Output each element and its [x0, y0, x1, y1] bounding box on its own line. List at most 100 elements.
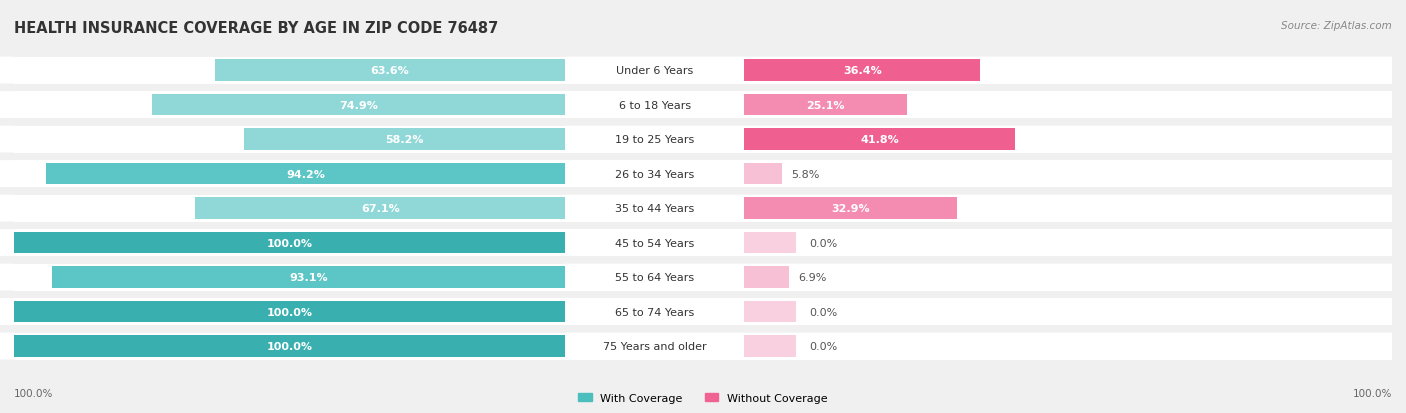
FancyBboxPatch shape	[744, 333, 1392, 360]
Legend: With Coverage, Without Coverage: With Coverage, Without Coverage	[574, 389, 832, 408]
Text: HEALTH INSURANCE COVERAGE BY AGE IN ZIP CODE 76487: HEALTH INSURANCE COVERAGE BY AGE IN ZIP …	[14, 21, 498, 36]
Text: 25.1%: 25.1%	[807, 100, 845, 110]
Text: 36.4%: 36.4%	[842, 66, 882, 76]
Text: 55 to 64 Years: 55 to 64 Years	[616, 273, 695, 282]
Text: 75 Years and older: 75 Years and older	[603, 341, 707, 351]
Bar	[565, 161, 744, 188]
Text: 93.1%: 93.1%	[290, 273, 328, 282]
Bar	[14, 57, 565, 84]
Bar	[14, 126, 565, 153]
FancyBboxPatch shape	[0, 57, 14, 84]
Bar	[14, 230, 565, 256]
FancyBboxPatch shape	[565, 230, 744, 256]
Bar	[565, 230, 744, 256]
FancyBboxPatch shape	[744, 92, 1392, 119]
Text: 58.2%: 58.2%	[385, 135, 425, 145]
Bar	[565, 57, 744, 84]
Text: 67.1%: 67.1%	[361, 204, 399, 214]
Text: 6 to 18 Years: 6 to 18 Years	[619, 100, 690, 110]
Bar	[744, 164, 782, 185]
FancyBboxPatch shape	[0, 298, 14, 325]
Text: 74.9%: 74.9%	[339, 100, 378, 110]
FancyBboxPatch shape	[565, 126, 744, 153]
Bar	[195, 198, 565, 219]
FancyBboxPatch shape	[565, 57, 744, 84]
Bar	[744, 230, 1392, 256]
Bar	[565, 298, 744, 325]
FancyBboxPatch shape	[744, 264, 1392, 291]
Text: 41.8%: 41.8%	[860, 135, 898, 145]
FancyBboxPatch shape	[0, 230, 14, 256]
Text: Source: ZipAtlas.com: Source: ZipAtlas.com	[1281, 21, 1392, 31]
FancyBboxPatch shape	[565, 161, 744, 188]
Bar	[744, 126, 1392, 153]
Bar	[14, 264, 565, 291]
Bar	[744, 232, 796, 254]
FancyBboxPatch shape	[744, 161, 1392, 188]
Bar	[565, 264, 744, 291]
Bar	[245, 129, 565, 150]
FancyBboxPatch shape	[565, 298, 744, 325]
Text: 0.0%: 0.0%	[808, 238, 838, 248]
Bar	[744, 57, 1392, 84]
Text: 6.9%: 6.9%	[799, 273, 827, 282]
Bar	[52, 267, 565, 288]
FancyBboxPatch shape	[744, 230, 1392, 256]
Bar	[744, 92, 1392, 119]
Bar	[744, 95, 907, 116]
Bar	[14, 161, 565, 188]
Text: 63.6%: 63.6%	[371, 66, 409, 76]
Bar	[744, 60, 980, 82]
Bar	[744, 298, 1392, 325]
Text: 100.0%: 100.0%	[267, 238, 312, 248]
Text: Under 6 Years: Under 6 Years	[616, 66, 693, 76]
Bar	[14, 333, 565, 360]
Bar	[565, 333, 744, 360]
Text: 100.0%: 100.0%	[267, 341, 312, 351]
Bar	[14, 232, 565, 254]
FancyBboxPatch shape	[0, 92, 14, 119]
FancyBboxPatch shape	[565, 92, 744, 119]
FancyBboxPatch shape	[744, 298, 1392, 325]
Bar	[744, 195, 1392, 222]
Text: 65 to 74 Years: 65 to 74 Years	[616, 307, 695, 317]
Text: 26 to 34 Years: 26 to 34 Years	[616, 169, 695, 179]
Bar	[744, 335, 796, 357]
FancyBboxPatch shape	[565, 333, 744, 360]
Bar	[152, 95, 565, 116]
FancyBboxPatch shape	[0, 264, 14, 291]
Bar	[744, 264, 1392, 291]
Bar	[744, 333, 1392, 360]
FancyBboxPatch shape	[0, 161, 14, 188]
Text: 5.8%: 5.8%	[792, 169, 820, 179]
Bar	[215, 60, 565, 82]
Bar	[744, 267, 789, 288]
Bar	[46, 164, 565, 185]
Bar	[744, 198, 957, 219]
Bar	[565, 195, 744, 222]
Text: 100.0%: 100.0%	[1353, 388, 1392, 398]
Bar	[565, 92, 744, 119]
Text: 45 to 54 Years: 45 to 54 Years	[616, 238, 695, 248]
Bar	[14, 301, 565, 323]
Text: 100.0%: 100.0%	[267, 307, 312, 317]
FancyBboxPatch shape	[565, 264, 744, 291]
Bar	[14, 335, 565, 357]
Text: 19 to 25 Years: 19 to 25 Years	[616, 135, 695, 145]
Bar	[744, 301, 796, 323]
Bar	[565, 126, 744, 153]
Text: 94.2%: 94.2%	[287, 169, 325, 179]
FancyBboxPatch shape	[0, 333, 14, 360]
Text: 35 to 44 Years: 35 to 44 Years	[616, 204, 695, 214]
FancyBboxPatch shape	[744, 126, 1392, 153]
Bar	[14, 195, 565, 222]
Text: 0.0%: 0.0%	[808, 307, 838, 317]
Text: 100.0%: 100.0%	[14, 388, 53, 398]
FancyBboxPatch shape	[744, 57, 1392, 84]
Bar	[744, 129, 1015, 150]
Bar	[744, 161, 1392, 188]
FancyBboxPatch shape	[0, 195, 14, 222]
Bar	[14, 298, 565, 325]
Text: 32.9%: 32.9%	[831, 204, 870, 214]
FancyBboxPatch shape	[0, 126, 14, 153]
